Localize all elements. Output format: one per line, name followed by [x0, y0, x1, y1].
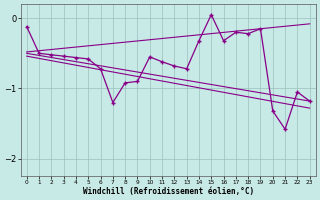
- X-axis label: Windchill (Refroidissement éolien,°C): Windchill (Refroidissement éolien,°C): [83, 187, 254, 196]
